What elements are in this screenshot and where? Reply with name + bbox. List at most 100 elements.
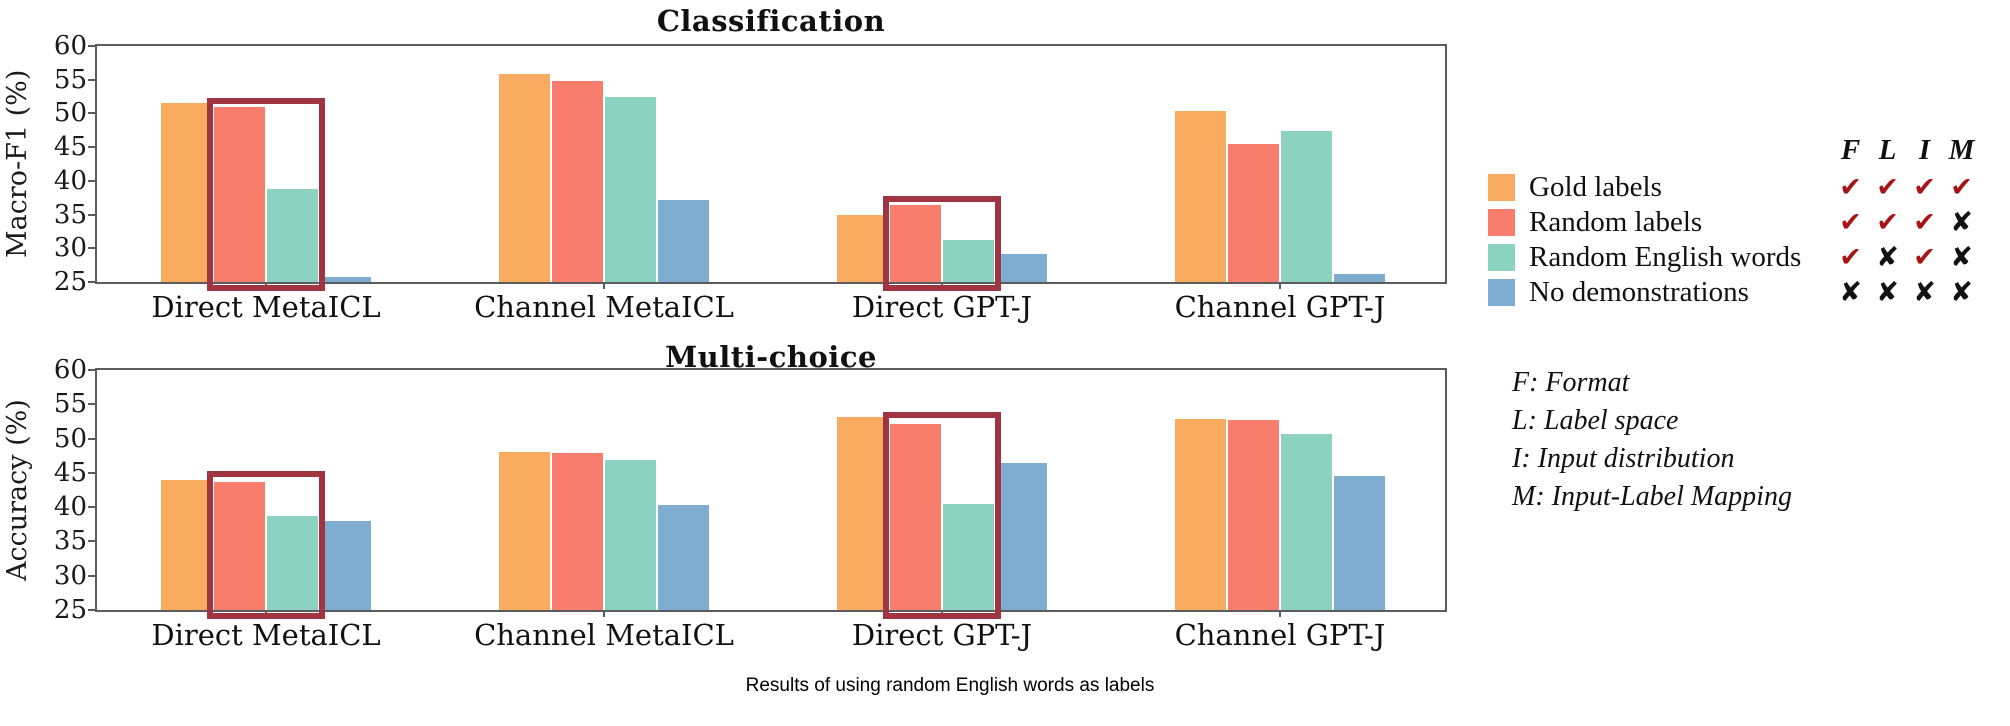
bar-no-demonstrations	[1334, 475, 1385, 610]
legend: F L I M Gold labels ✔ ✔ ✔ ✔ Random labels ✔ ✔ ✔ ✘…	[1488, 130, 2000, 310]
y-tick-mark	[88, 506, 96, 509]
legend-label: Random English words	[1529, 241, 1802, 273]
bar-gold-labels	[837, 416, 888, 610]
y-tick-label: 35	[53, 526, 87, 557]
bar-gold-labels	[161, 479, 212, 610]
plot-area: 60 55 50 45 40 35 30 25 Direct MetaICL Channel Me…	[54, 356, 1447, 652]
bar-random-labels	[552, 81, 603, 282]
note-label-space: L: Label space	[1512, 405, 1679, 436]
legend-col-m: M	[1948, 133, 1975, 166]
bar-group	[161, 370, 371, 610]
bar-no-demonstrations	[320, 277, 371, 282]
y-tick-label: 45	[53, 132, 87, 163]
y-tick-mark	[88, 574, 96, 577]
legend-item-gold-labels: Gold labels ✔ ✔ ✔ ✔	[1488, 170, 2000, 205]
legend-swatch	[1488, 209, 1515, 236]
bar-group	[499, 46, 709, 282]
check-icon: ✔	[1876, 207, 1899, 238]
bar-no-demonstrations	[658, 200, 709, 282]
check-icon: ✔	[1876, 172, 1899, 203]
y-tick-mark	[88, 471, 96, 474]
bar-random-labels	[552, 452, 603, 610]
bar-group	[1175, 46, 1385, 282]
bar-gold-labels	[499, 74, 550, 282]
y-tick-mark	[88, 112, 96, 115]
legend-notes: F: Format L: Label space I: Input distri…	[1512, 364, 1792, 516]
x-category-label: Direct MetaICL	[151, 290, 381, 324]
bar-random-english-words	[267, 516, 318, 610]
bar-random-english-words	[1281, 130, 1332, 282]
bar-random-labels	[214, 481, 265, 610]
plot-area: 60 55 50 45 40 35 30 25 Direct MetaICL Channel Me…	[54, 32, 1447, 324]
y-tick-label: 60	[53, 31, 87, 61]
legend-item-no-demonstrations: No demonstrations ✘ ✘ ✘ ✘	[1488, 275, 2000, 310]
check-icon: ✔	[1913, 242, 1936, 273]
x-category-label: Channel GPT-J	[1174, 290, 1386, 324]
cross-icon: ✘	[1950, 277, 1973, 308]
y-tick-mark	[88, 213, 96, 216]
bar-random-english-words	[267, 188, 318, 282]
chart-title: Classification	[656, 4, 886, 38]
bar-random-english-words	[1281, 434, 1332, 610]
cross-icon: ✘	[1950, 207, 1973, 238]
x-category-label: Channel GPT-J	[1174, 618, 1386, 652]
note-input-distribution: I: Input distribution	[1512, 443, 1735, 474]
cross-icon: ✘	[1876, 277, 1899, 308]
check-icon: ✔	[1913, 172, 1936, 203]
bar-random-labels	[1228, 420, 1279, 610]
y-tick-mark	[88, 247, 96, 250]
legend-swatch	[1488, 174, 1515, 201]
x-category-label: Channel MetaICL	[474, 290, 734, 324]
y-tick-label: 55	[53, 389, 87, 420]
x-category-label: Direct GPT-J	[851, 618, 1033, 652]
y-tick-label: 50	[53, 423, 87, 454]
y-tick-label: 30	[53, 233, 87, 264]
figure-caption: Results of using random English words as…	[745, 675, 1155, 696]
y-tick-mark	[88, 146, 96, 149]
y-tick-label: 25	[53, 267, 87, 297]
bar-gold-labels	[161, 102, 212, 282]
check-icon: ✔	[1950, 172, 1973, 203]
bar-group	[837, 370, 1047, 610]
bar-group	[499, 370, 709, 610]
y-tick-mark	[88, 437, 96, 440]
y-tick-label: 25	[53, 595, 87, 625]
x-tick-mark	[1279, 610, 1281, 617]
bar-random-labels	[1228, 144, 1279, 282]
legend-item-random-labels: Random labels ✔ ✔ ✔ ✘	[1488, 205, 2000, 240]
bar-random-english-words	[605, 459, 656, 610]
y-tick-label: 35	[53, 199, 87, 230]
y-tick-label: 55	[53, 64, 87, 95]
check-icon: ✔	[1913, 207, 1936, 238]
y-tick-label: 50	[53, 98, 87, 129]
cross-icon: ✘	[1839, 277, 1862, 308]
x-category-label: Direct GPT-J	[851, 290, 1033, 324]
bar-group	[837, 46, 1047, 282]
check-icon: ✔	[1839, 172, 1862, 203]
cross-icon: ✘	[1950, 242, 1973, 273]
highlight-rectangle	[207, 471, 325, 619]
y-tick-label: 40	[53, 492, 87, 523]
y-tick-mark	[88, 369, 96, 371]
x-tick-mark	[603, 610, 605, 617]
bar-group	[1175, 370, 1385, 610]
legend-label: Gold labels	[1529, 171, 1662, 203]
x-tick-mark	[603, 282, 605, 289]
y-tick-mark	[88, 281, 96, 283]
highlight-rectangle	[883, 411, 1001, 619]
bar-random-labels	[890, 205, 941, 282]
cross-icon: ✘	[1913, 277, 1936, 308]
note-input-label-mapping: M: Input-Label Mapping	[1512, 481, 1792, 512]
bar-no-demonstrations	[996, 254, 1047, 282]
bar-no-demonstrations	[658, 505, 709, 610]
legend-flim-header: F L I M	[1488, 130, 2000, 170]
chart-classification: Classification Macro-F1 (%) 60 55 50 45 40 35…	[0, 0, 1470, 330]
highlight-rectangle	[207, 97, 325, 291]
check-icon: ✔	[1839, 207, 1862, 238]
legend-col-i: I	[1918, 133, 1931, 166]
bar-no-demonstrations	[996, 462, 1047, 610]
bar-gold-labels	[837, 214, 888, 282]
y-tick-mark	[88, 179, 96, 182]
bar-random-labels	[890, 424, 941, 610]
